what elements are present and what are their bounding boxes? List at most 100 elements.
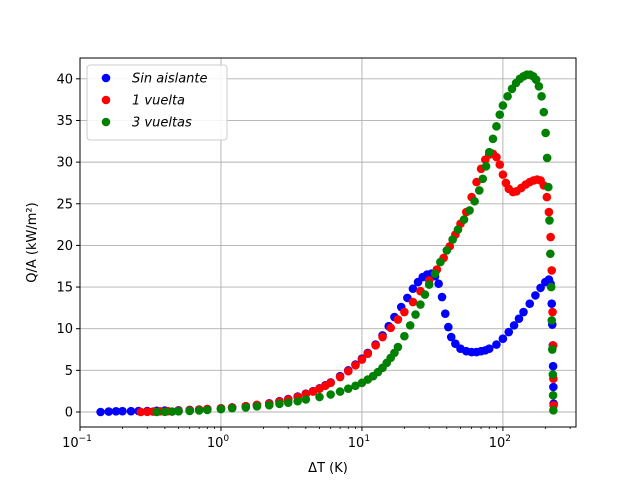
data-point bbox=[416, 300, 425, 309]
legend-marker bbox=[101, 73, 111, 83]
data-point bbox=[492, 340, 501, 349]
data-point bbox=[531, 75, 541, 84]
data-point bbox=[194, 406, 204, 415]
data-point bbox=[519, 307, 528, 317]
data-point bbox=[203, 405, 212, 415]
data-point bbox=[167, 407, 177, 416]
data-point bbox=[545, 216, 554, 225]
data-point bbox=[430, 269, 440, 279]
data-point bbox=[548, 391, 558, 400]
data-point bbox=[470, 196, 479, 206]
data-point bbox=[408, 284, 418, 294]
data-point bbox=[548, 307, 557, 317]
y-tick-label: 0 bbox=[65, 406, 73, 421]
data-point bbox=[534, 82, 544, 91]
data-point bbox=[326, 390, 335, 399]
data-point bbox=[126, 406, 136, 416]
data-point bbox=[343, 384, 353, 393]
x-tick-label: 100 bbox=[207, 434, 230, 451]
data-point bbox=[465, 206, 474, 215]
data-point bbox=[525, 299, 535, 309]
data-point bbox=[378, 332, 387, 342]
data-point bbox=[547, 266, 557, 275]
plot-points bbox=[96, 70, 558, 417]
data-point bbox=[444, 322, 453, 332]
data-point bbox=[326, 378, 335, 388]
data-point bbox=[549, 406, 558, 415]
data-point bbox=[498, 101, 508, 110]
data-point bbox=[241, 403, 251, 412]
data-point bbox=[293, 396, 302, 406]
data-point bbox=[492, 122, 501, 131]
data-point bbox=[498, 334, 508, 344]
data-point bbox=[104, 407, 114, 416]
data-point bbox=[503, 92, 512, 101]
data-point bbox=[549, 382, 558, 392]
y-tick-label: 25 bbox=[56, 197, 73, 212]
data-point bbox=[283, 398, 293, 407]
data-point bbox=[547, 299, 557, 309]
data-point bbox=[315, 392, 324, 402]
axis-ticks: 10−1 100 101 102 0 5 10 15 20 25 30 35 40 bbox=[56, 72, 571, 451]
legend-marker bbox=[101, 95, 111, 105]
x-tick-label: 10−1 bbox=[62, 434, 92, 451]
x-tick-label: 101 bbox=[348, 434, 370, 451]
data-point bbox=[446, 332, 456, 342]
data-point bbox=[424, 280, 434, 289]
data-point bbox=[459, 215, 469, 224]
data-point bbox=[351, 381, 360, 391]
data-point bbox=[546, 249, 555, 259]
y-tick-label: 20 bbox=[56, 239, 73, 254]
data-point bbox=[118, 406, 127, 416]
data-point bbox=[546, 232, 555, 242]
legend-label: Sin aislante bbox=[132, 72, 208, 87]
data-point bbox=[541, 128, 550, 138]
data-point bbox=[547, 345, 557, 354]
data-point bbox=[96, 407, 105, 417]
data-point bbox=[453, 225, 463, 234]
data-point bbox=[308, 387, 318, 396]
data-point bbox=[363, 349, 373, 358]
data-point bbox=[478, 174, 488, 184]
data-point bbox=[386, 323, 396, 333]
data-point bbox=[492, 152, 501, 162]
data-point bbox=[548, 361, 558, 371]
data-point bbox=[152, 407, 161, 417]
data-point bbox=[400, 307, 409, 317]
y-tick-label: 10 bbox=[56, 322, 73, 337]
data-point bbox=[434, 279, 443, 289]
y-tick-label: 5 bbox=[65, 364, 73, 379]
data-point bbox=[437, 292, 447, 302]
data-point bbox=[539, 107, 549, 117]
data-point bbox=[498, 170, 508, 179]
data-point bbox=[335, 387, 345, 396]
data-point bbox=[448, 235, 457, 244]
data-point bbox=[442, 246, 452, 255]
y-tick-label: 30 bbox=[56, 156, 73, 171]
y-tick-label: 35 bbox=[56, 114, 73, 129]
y-tick-label: 40 bbox=[56, 72, 73, 87]
y-axis-label: Q/A (kW/m²) bbox=[25, 202, 40, 282]
data-point bbox=[393, 342, 403, 352]
data-point bbox=[343, 366, 353, 376]
data-point bbox=[301, 395, 311, 404]
data-point bbox=[495, 160, 505, 169]
data-point bbox=[227, 403, 237, 413]
y-tick-label: 15 bbox=[56, 281, 73, 296]
legend-box bbox=[86, 64, 228, 141]
data-point bbox=[488, 134, 498, 144]
data-point bbox=[411, 310, 420, 319]
data-point bbox=[547, 316, 557, 325]
data-point bbox=[351, 361, 360, 370]
data-point bbox=[514, 314, 524, 324]
data-point bbox=[495, 110, 505, 119]
data-point bbox=[185, 406, 194, 416]
data-point bbox=[474, 186, 484, 195]
series-points bbox=[136, 149, 558, 417]
data-point bbox=[408, 297, 418, 307]
data-point bbox=[252, 402, 262, 411]
data-point bbox=[357, 355, 367, 364]
data-point bbox=[371, 341, 380, 350]
data-point bbox=[548, 370, 558, 379]
